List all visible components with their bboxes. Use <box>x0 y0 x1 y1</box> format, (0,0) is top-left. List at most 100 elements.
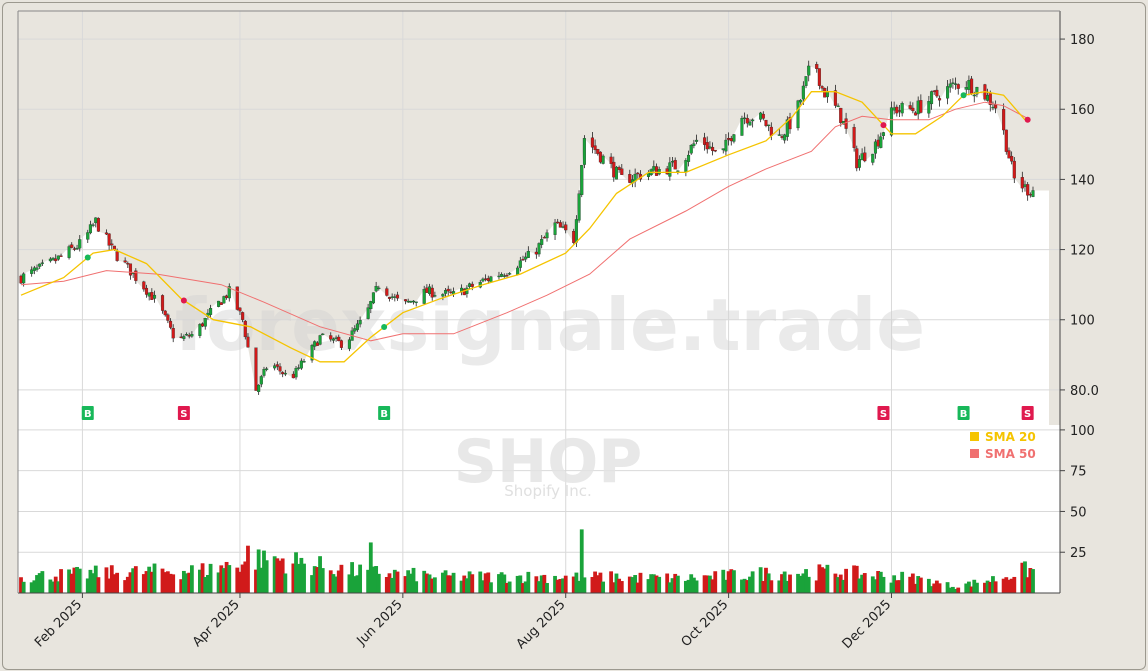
volume-bar <box>590 576 595 593</box>
candle-body <box>956 84 960 89</box>
volume-bar <box>526 571 531 593</box>
candle-body <box>873 141 878 154</box>
time-tick-label: Apr 2025 <box>190 597 243 650</box>
volume-bar <box>929 586 934 593</box>
volume-bar <box>275 558 280 593</box>
candle-body <box>580 165 584 195</box>
candle-body <box>128 263 133 276</box>
volume-tick-label: 50 <box>1070 505 1087 520</box>
crossover-markers <box>84 92 1031 331</box>
volume-bar <box>296 563 301 593</box>
candle-body <box>913 112 918 116</box>
volume-bar <box>408 573 413 593</box>
volume-bar <box>51 581 55 593</box>
signal-label: B <box>380 409 388 420</box>
volume-bar <box>355 575 360 593</box>
legend-sma20-swatch <box>970 432 979 441</box>
volume-bar <box>614 573 619 593</box>
candle-body <box>1004 129 1008 152</box>
volume-bar <box>294 552 298 593</box>
candle-body <box>804 76 808 86</box>
candle-body <box>617 167 621 170</box>
volume-bar <box>646 579 651 593</box>
candle-body <box>879 136 883 148</box>
volume-bar <box>291 563 296 593</box>
candle-body <box>833 90 837 106</box>
volume-bar <box>112 574 117 593</box>
volume-bar <box>75 566 79 593</box>
legend-sma50-label: SMA 50 <box>985 447 1036 461</box>
candle-body <box>994 104 998 109</box>
signal-label: B <box>84 409 92 420</box>
candle-body <box>692 143 696 146</box>
volume-bar <box>993 581 998 593</box>
volume-bar <box>350 562 355 593</box>
volume-bar <box>411 567 416 593</box>
candle-body <box>51 257 55 260</box>
candle-body <box>724 139 728 152</box>
candle-body <box>385 288 389 296</box>
volume-bar <box>694 580 699 593</box>
candle-body <box>590 137 594 148</box>
volume-bar <box>387 573 392 593</box>
volume-bar <box>825 564 830 593</box>
candle-body <box>620 168 624 175</box>
volume-bar <box>171 574 176 593</box>
candle-body <box>395 294 400 299</box>
price-tick-label: 100 <box>1070 314 1095 329</box>
volume-bar <box>675 575 680 593</box>
candle-body <box>954 83 958 85</box>
sell-signal-badge <box>1021 406 1034 420</box>
candle-body <box>614 166 619 180</box>
candle-body <box>56 255 60 260</box>
volume-bar <box>670 578 675 593</box>
price-axis-ticks: 80.0 100 120 140 160 180 <box>1060 33 1099 399</box>
volume-bar <box>299 557 304 593</box>
candle-body <box>684 160 688 173</box>
volume-bar <box>950 586 955 593</box>
candle-body <box>534 251 538 255</box>
candle-body <box>657 169 661 175</box>
volume-bar <box>240 564 245 593</box>
candle-body <box>219 302 223 305</box>
volume-bar <box>259 567 264 593</box>
volume-bar <box>563 575 568 593</box>
volume-bar <box>440 572 445 593</box>
volume-bar <box>780 574 784 593</box>
volume-bar <box>897 580 902 593</box>
candle-body <box>761 113 765 119</box>
candle-body <box>318 335 322 345</box>
volume-bar <box>48 579 53 593</box>
candle-body <box>243 320 247 338</box>
volume-bar <box>107 578 112 593</box>
volume-bar <box>705 575 710 593</box>
volume-bar <box>1031 569 1035 593</box>
volume-bar <box>892 575 897 593</box>
volume-bar <box>328 570 333 593</box>
candle-body <box>863 152 867 162</box>
volume-bar <box>179 579 184 593</box>
volume-axis-ticks: 25 50 75 100 <box>1060 424 1095 561</box>
candle-body <box>166 314 170 321</box>
crossover-dot <box>180 297 187 304</box>
candle-body <box>780 136 784 138</box>
volume-bar <box>283 573 288 593</box>
volume-bar <box>133 566 138 593</box>
candle-body <box>783 134 787 141</box>
candle-body <box>337 336 341 342</box>
candle-body <box>374 286 378 292</box>
volume-bar <box>104 567 109 593</box>
volume-bar <box>721 569 726 593</box>
volume-bar <box>782 571 787 593</box>
volume-bar <box>422 570 427 593</box>
volume-bar <box>860 574 865 593</box>
candle-body <box>329 335 333 340</box>
candle-body <box>222 296 226 304</box>
volume-bar <box>683 580 688 593</box>
volume-bar <box>67 569 71 593</box>
candle-body <box>919 100 923 113</box>
candle-body <box>387 297 392 299</box>
volume-bar <box>918 577 923 593</box>
candle-body <box>748 121 752 126</box>
volume-bar <box>219 565 224 593</box>
